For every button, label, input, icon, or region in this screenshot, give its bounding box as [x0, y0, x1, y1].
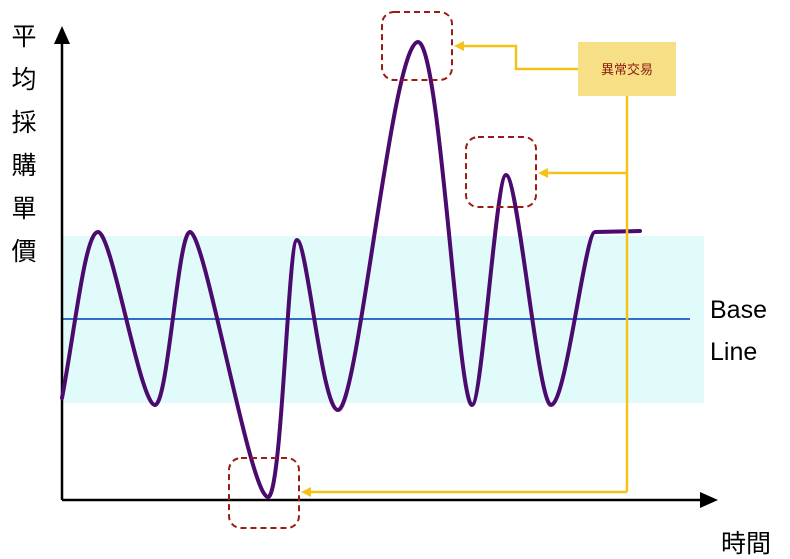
y-axis-label-char: 平: [11, 22, 36, 51]
connector-to-peak-high: [462, 44, 578, 71]
y-axis-label-char: 價: [11, 237, 36, 266]
anomaly-box-trough: [228, 457, 300, 529]
y-axis-label-char: 均: [11, 65, 36, 94]
connector-arrow-icon: [301, 487, 311, 497]
x-axis-label: 時間: [721, 529, 771, 558]
anomaly-box-peak-mid: [465, 136, 537, 208]
y-axis-label-char: 購: [11, 151, 36, 180]
price-curve: [60, 40, 642, 499]
anomaly-callout-text: 異常交易: [601, 62, 653, 78]
y-axis-label-char: 採: [11, 108, 36, 137]
anomaly-callout-box: [578, 42, 676, 96]
y-axis-label-char: 單: [11, 194, 36, 223]
x-axis-arrow-icon: [700, 492, 718, 508]
anomaly-box-peak-high: [381, 11, 453, 81]
baseline-label-line: Base: [710, 296, 767, 324]
y-axis-arrow-icon: [54, 26, 70, 44]
connector-arrow-icon: [454, 41, 464, 51]
connector-arrow-icon: [538, 168, 548, 178]
baseline-label-line: Line: [710, 338, 757, 366]
